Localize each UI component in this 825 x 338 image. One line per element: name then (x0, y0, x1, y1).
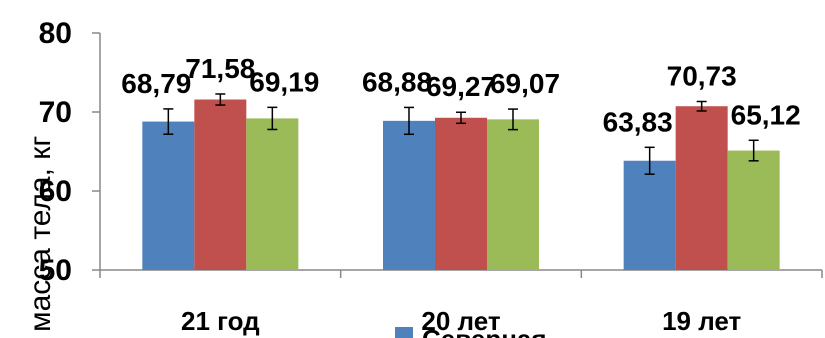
bar (435, 117, 487, 270)
y-tick-label: 70 (39, 96, 72, 129)
legend: Северная (395, 324, 547, 338)
bar (727, 150, 780, 270)
bar (142, 121, 195, 271)
y-tick-label: 80 (39, 17, 72, 50)
bar (623, 160, 676, 270)
x-tick-label: 21 год (181, 306, 260, 336)
x-tick-label: 20 лет (421, 306, 500, 336)
legend-label-0: Северная (422, 324, 547, 338)
data-label: 71,58 (185, 53, 255, 84)
data-label: 65,12 (731, 99, 801, 130)
data-label: 68,79 (121, 68, 191, 99)
chart-bars (142, 93, 780, 271)
data-label: 63,83 (603, 106, 673, 137)
data-label: 68,88 (362, 66, 432, 97)
data-label: 70,73 (667, 60, 737, 91)
y-tick-label: 60 (39, 175, 72, 208)
data-label: 69,27 (426, 71, 496, 102)
bar (487, 119, 539, 270)
bar (675, 106, 728, 270)
data-label: 69,07 (490, 68, 560, 99)
x-tick-label: 19 лет (662, 306, 741, 336)
bar (383, 120, 435, 271)
bar (246, 118, 299, 270)
chart-axes: 50 60 70 80 21 год 20 лет 19 лет (39, 17, 823, 336)
legend-swatch-0 (395, 327, 413, 338)
y-tick-label: 50 (39, 254, 72, 287)
y-axis-label: масса тела, кг (24, 136, 57, 332)
data-label: 69,19 (249, 66, 319, 97)
bar (194, 99, 247, 270)
